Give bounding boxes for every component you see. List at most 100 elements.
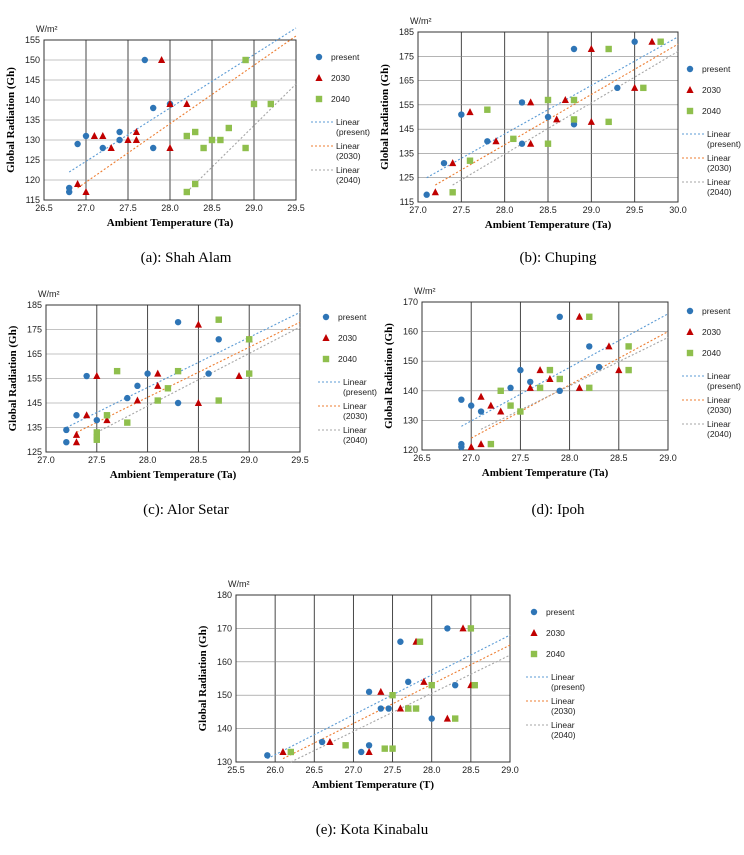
- chart-chuping: 27.0 27.5 28.0 28.5 29.0 29.5 30.0 115 125 135 145…: [372, 0, 744, 270]
- data-point-2030: [183, 100, 191, 107]
- data-point-2030: [326, 737, 334, 745]
- legend-label-2040: 2040: [702, 348, 721, 358]
- data-point-2030: [124, 136, 132, 143]
- data-point-2040: [487, 440, 495, 448]
- data-point-2030: [527, 98, 535, 106]
- data-point-2030: [166, 100, 174, 107]
- trendline-2030: [76, 321, 301, 433]
- y-tick-label: 135: [399, 148, 414, 158]
- data-point-2040: [570, 96, 578, 104]
- y-tick-label: 160: [217, 657, 232, 667]
- unit-label: W/m²: [38, 289, 60, 299]
- data-point-present: [595, 363, 603, 371]
- data-point-2030: [365, 747, 373, 755]
- data-point-2040: [405, 705, 412, 712]
- legend-marker-2040: [315, 95, 323, 103]
- chart-shah-alam: 26.5 27.0 27.5 28.0 28.5 29.0 29.5 115 120 125 130…: [0, 0, 372, 270]
- y-tick-label: 130: [25, 135, 40, 145]
- x-tick-label: 26.0: [266, 765, 284, 775]
- data-point-2030: [497, 407, 505, 415]
- data-point-2040: [428, 681, 435, 689]
- data-point-present: [556, 313, 563, 320]
- data-point-present: [318, 738, 326, 746]
- y-tick-label: 165: [27, 349, 42, 359]
- legend-marker-2040: [530, 650, 538, 658]
- y-tick-label: 120: [403, 445, 418, 455]
- x-tick-label: 29.0: [659, 453, 677, 463]
- legend: present20302040Linear(present)Linear(203…: [682, 64, 741, 197]
- data-point-2040: [287, 748, 294, 756]
- data-point-2040: [471, 681, 478, 689]
- y-tick-label: 185: [399, 27, 414, 37]
- data-point-2040: [605, 45, 612, 53]
- legend-marker-2030: [686, 328, 694, 335]
- data-point-2030: [587, 45, 595, 52]
- x-tick-label: 27.0: [409, 205, 427, 215]
- data-point-2030: [420, 677, 428, 685]
- legend-label-present: present: [338, 312, 367, 322]
- data-point-present: [518, 140, 526, 147]
- data-point-2030: [648, 37, 656, 45]
- legend-label-present: present: [546, 607, 575, 617]
- data-point-2030: [492, 137, 500, 145]
- legend-marker-2030: [322, 334, 330, 341]
- data-point-2040: [640, 84, 647, 92]
- legend-label-2030: 2030: [702, 327, 721, 337]
- legend-label-present: present: [331, 52, 360, 62]
- legend-marker-2040: [686, 107, 694, 115]
- x-tick-label: 26.5: [35, 203, 53, 213]
- trendline-present: [267, 634, 511, 760]
- data-point-2040: [242, 56, 249, 64]
- data-point-2030: [235, 372, 243, 380]
- data-point-2040: [546, 366, 554, 374]
- legend-label-lin_present: (present): [707, 381, 741, 391]
- data-point-present: [377, 705, 385, 712]
- data-point-2030: [467, 443, 475, 451]
- data-point-2030: [107, 144, 115, 151]
- data-point-2040: [183, 188, 190, 196]
- data-point-present: [73, 412, 80, 419]
- data-point-2040: [517, 408, 524, 415]
- legend-label-lin_2030: (2030): [707, 405, 732, 415]
- data-point-2040: [208, 136, 216, 144]
- data-point-present: [544, 113, 552, 121]
- x-tick-label: 28.5: [539, 205, 557, 215]
- legend-label-lin_2030: Linear: [336, 141, 360, 151]
- legend-marker-2030: [530, 629, 538, 636]
- data-point-present: [440, 159, 448, 167]
- data-point-present: [405, 678, 412, 686]
- data-point-2030: [477, 392, 485, 400]
- data-point-2040: [497, 387, 504, 394]
- y-tick-label: 170: [217, 623, 232, 633]
- plot-frame: [43, 39, 297, 201]
- data-point-2040: [200, 144, 207, 152]
- data-point-present: [358, 748, 365, 756]
- data-point-present: [93, 416, 101, 424]
- data-point-2040: [449, 189, 456, 196]
- data-point-2030: [154, 369, 162, 377]
- y-tick-label: 170: [403, 297, 418, 307]
- data-point-2040: [570, 116, 578, 123]
- legend-label-2040: 2040: [338, 354, 357, 364]
- data-point-2040: [93, 436, 100, 443]
- data-point-present: [385, 705, 392, 712]
- legend-label-lin_2030: Linear: [707, 395, 731, 405]
- data-point-2040: [452, 715, 459, 722]
- data-point-2040: [625, 366, 632, 374]
- data-point-present: [444, 625, 451, 632]
- chart-svg: 26.5 27.0 27.5 28.0 28.5 29.0 120 130 140 150 160 1…: [383, 286, 741, 479]
- x-tick-label: 27.5: [119, 203, 137, 213]
- data-point-2040: [586, 384, 593, 392]
- x-tick-label: 30.0: [669, 205, 687, 215]
- trendline-present: [426, 36, 679, 179]
- data-point-2040: [192, 180, 199, 188]
- x-tick-label: 27.0: [345, 765, 363, 775]
- data-point-2030: [487, 401, 495, 409]
- x-axis-title: Ambient Temperature (Ta): [485, 219, 612, 231]
- legend-label-lin_2040: Linear: [343, 425, 367, 435]
- data-point-2040: [93, 429, 100, 436]
- data-point-present: [365, 742, 373, 749]
- legend-label-lin_2040: Linear: [707, 177, 731, 187]
- y-tick-label: 130: [217, 757, 232, 767]
- x-tick-label: 29.5: [626, 205, 644, 215]
